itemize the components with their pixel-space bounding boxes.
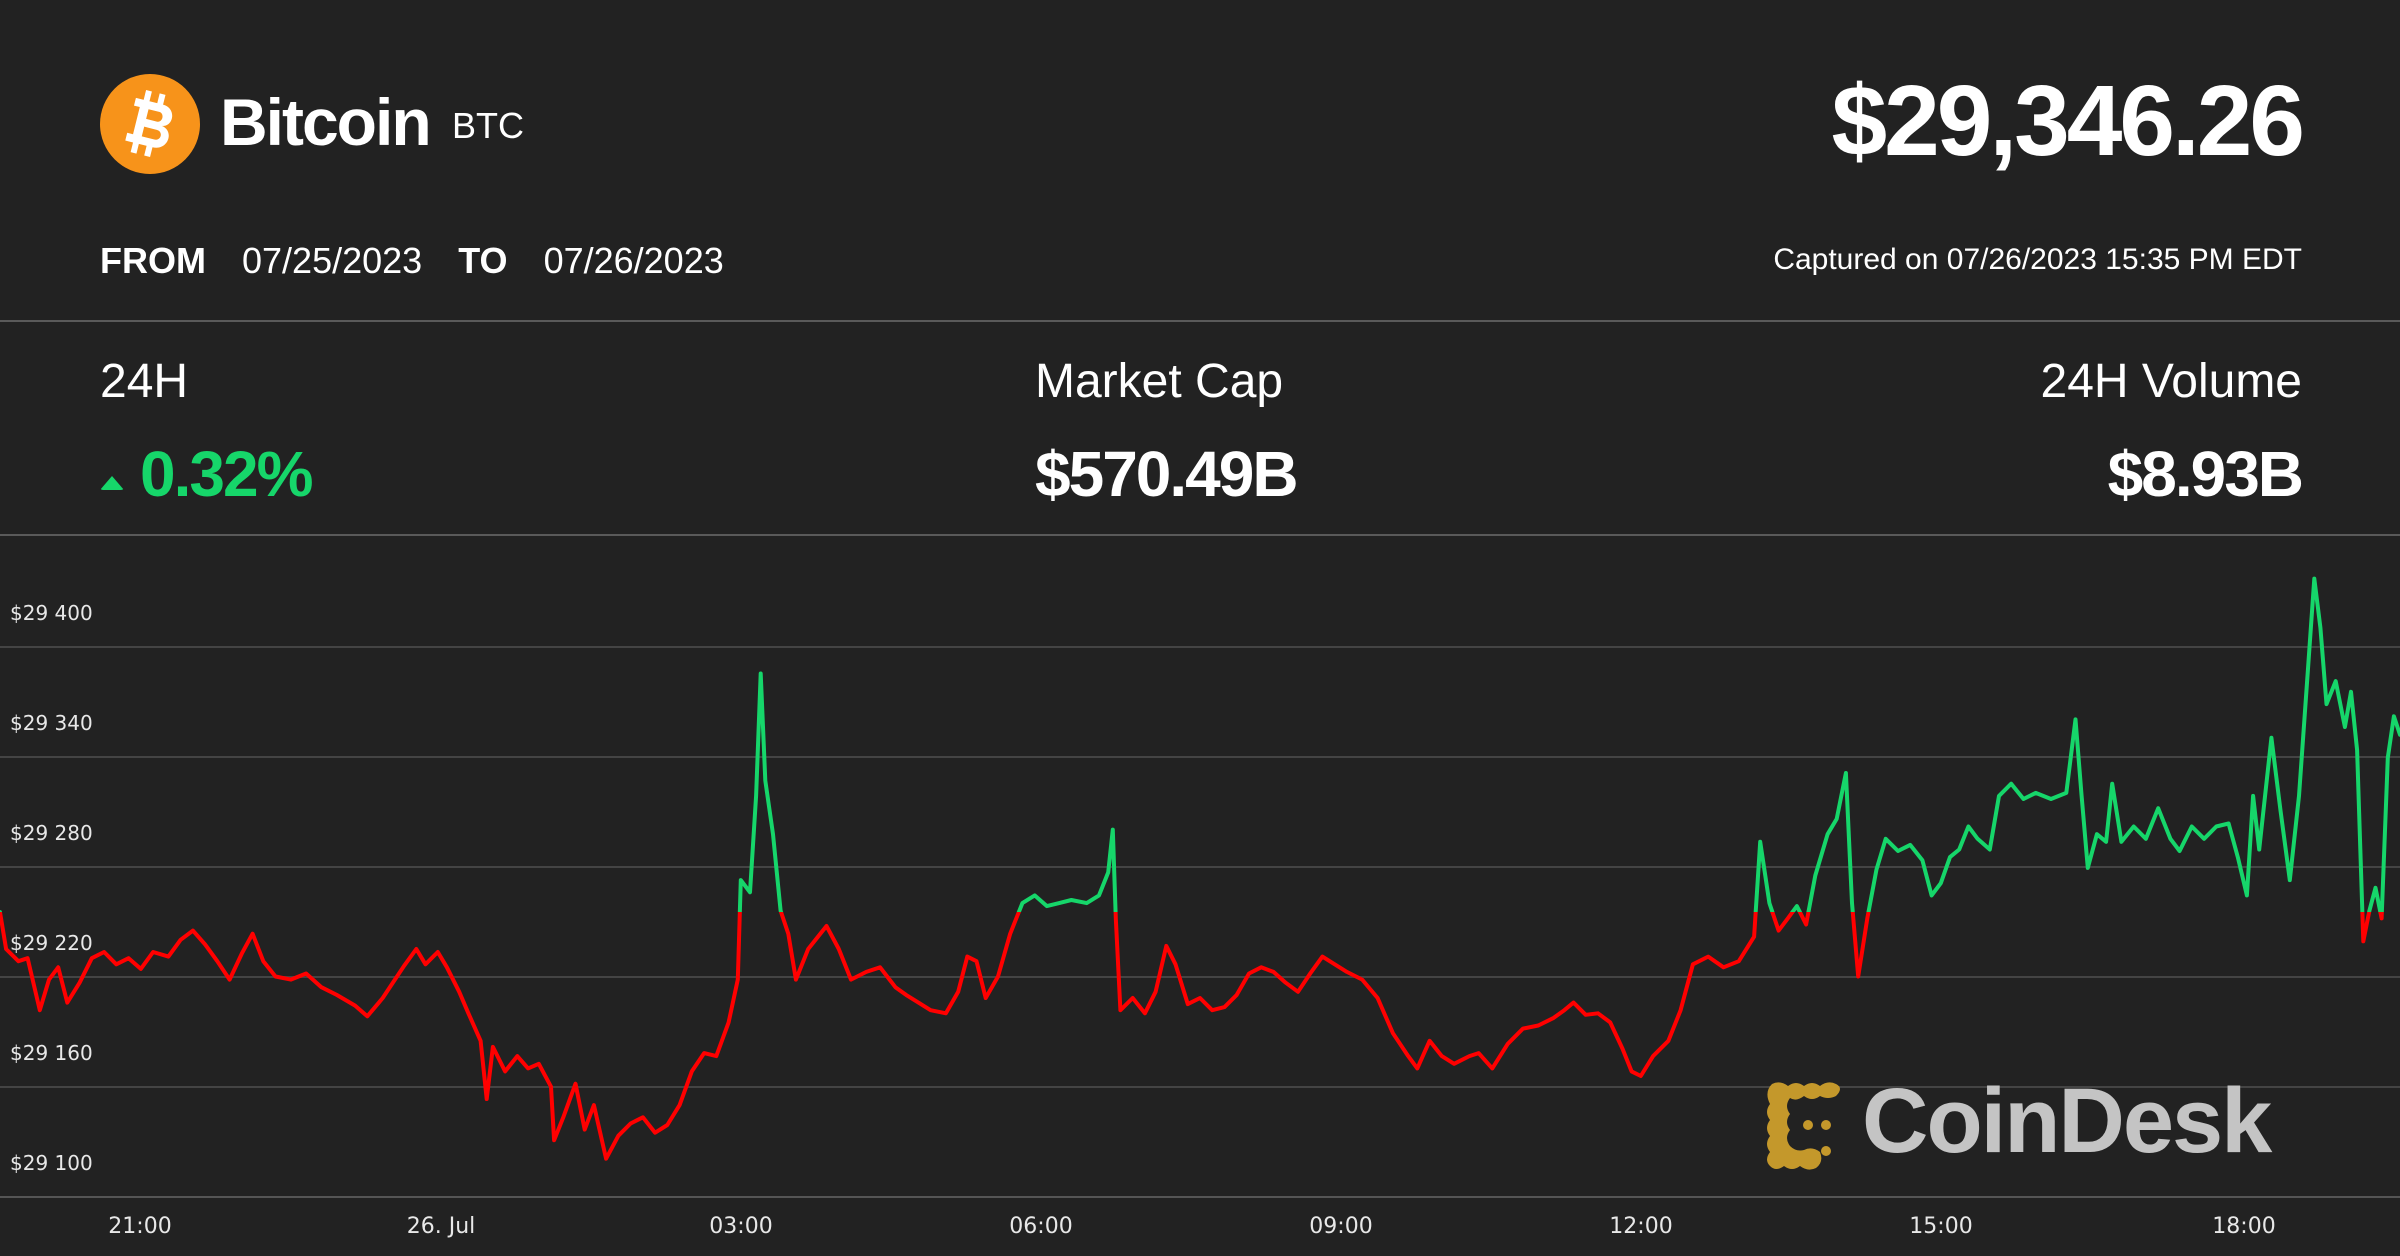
to-label: TO (458, 240, 508, 281)
coin-name: Bitcoin (220, 85, 432, 159)
y-tick-label: $29 400 (10, 601, 93, 625)
x-tick-label: 06:00 (1009, 1214, 1073, 1239)
y-tick-label: $29 280 (10, 821, 93, 845)
x-tick-label: 21:00 (108, 1214, 172, 1239)
change-value: 0.32% (100, 436, 313, 512)
gridline (0, 756, 2400, 758)
x-tick-label: 09:00 (1309, 1214, 1373, 1239)
date-range: FROM 07/25/2023 TO 07/26/2023 (100, 236, 724, 286)
x-tick-label: 18:00 (2212, 1214, 2276, 1239)
to-date: 07/26/2023 (543, 240, 724, 281)
divider (0, 534, 2400, 536)
current-price: $29,346.26 (1831, 65, 2305, 177)
bitcoin-logo-icon (100, 74, 200, 174)
gridline (0, 866, 2400, 868)
x-tick-label: 03:00 (709, 1214, 773, 1239)
market-cap-value: $570.49B (1035, 438, 1299, 510)
volume-label: 24H Volume (2040, 355, 2303, 408)
y-tick-label: $29 340 (10, 711, 93, 735)
gridline (0, 646, 2400, 648)
from-label: FROM (100, 240, 206, 281)
divider (0, 320, 2400, 322)
gridline (0, 1086, 2400, 1088)
captured-timestamp: Captured on 07/26/2023 15:35 PM EDT (1773, 243, 2302, 276)
from-date: 07/25/2023 (242, 240, 423, 281)
coindesk-logo-icon (1767, 1082, 1840, 1170)
coindesk-watermark: CoinDesk (1862, 1070, 2272, 1172)
change-percent: 0.32% (140, 438, 313, 510)
y-tick-label: $29 100 (10, 1151, 93, 1175)
x-tick-label: 15:00 (1909, 1214, 1973, 1239)
gridline (0, 976, 2400, 978)
y-tick-label: $29 160 (10, 1041, 93, 1065)
market-cap-label: Market Cap (1035, 355, 1284, 408)
x-tick-label: 26. Jul (406, 1214, 476, 1239)
change-label: 24H (100, 355, 189, 408)
coin-symbol: BTC (452, 105, 524, 146)
triangle-up-icon (100, 476, 124, 490)
volume-value: $8.93B (2107, 438, 2304, 510)
x-axis-line (0, 1196, 2400, 1198)
y-tick-label: $29 220 (10, 931, 93, 955)
x-tick-label: 12:00 (1609, 1214, 1673, 1239)
